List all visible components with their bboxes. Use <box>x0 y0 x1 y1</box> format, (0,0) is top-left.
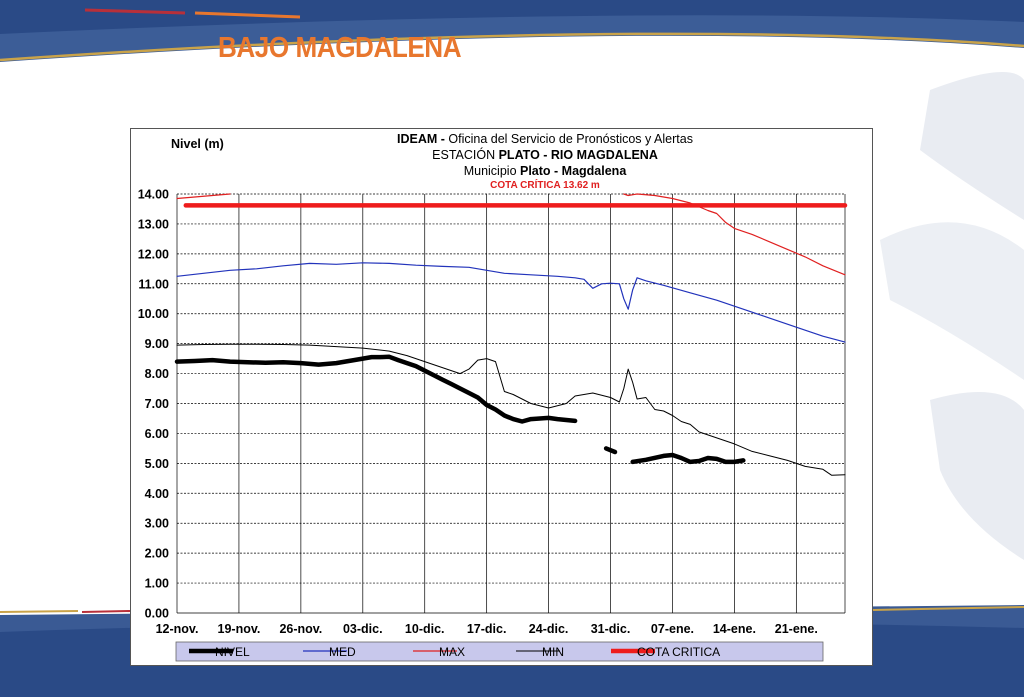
legend-item: MIN <box>516 645 564 659</box>
y-tick-label: 12.00 <box>138 247 169 261</box>
series-line <box>630 452 746 465</box>
x-tick-label: 07-ene. <box>651 622 694 636</box>
legend-box <box>175 641 824 662</box>
x-tick-label: 31-dic. <box>591 622 631 636</box>
chart-panel: Nivel (m) IDEAM - Oficina del Servicio d… <box>130 128 873 666</box>
legend: NIVEL MED MAX MIN COTA CRITICA <box>189 645 720 659</box>
chart-header-line2-pre: ESTACIÓN <box>432 147 498 162</box>
y-tick-label: 9.00 <box>145 337 169 351</box>
x-tick-label: 17-dic. <box>467 622 507 636</box>
legend-label: NIVEL <box>215 645 250 659</box>
legend-item: MAX <box>413 645 465 659</box>
plot-area <box>174 193 848 476</box>
legend-item: COTA CRITICA <box>611 645 720 659</box>
x-tick-label: 19-nov. <box>218 622 261 636</box>
chart-header-critical: COTA CRÍTICA 13.62 m <box>490 178 600 191</box>
series-line <box>603 446 618 455</box>
y-tick-label: 14.00 <box>138 188 169 202</box>
y-axis-ticks: 0.00 1.00 2.00 3.00 4.00 5.00 6.00 7.00 8.00 9.00… <box>138 188 169 621</box>
legend-label: MAX <box>439 645 465 659</box>
y-tick-label: 13.00 <box>138 217 169 231</box>
chart-header-line2: ESTACIÓN PLATO - RIO MAGDALENA <box>432 147 658 162</box>
x-tick-label: 24-dic. <box>529 622 569 636</box>
y-tick-label: 10.00 <box>138 307 169 321</box>
series-max <box>176 193 846 276</box>
grid <box>176 193 846 614</box>
x-axis-ticks: 12-nov. 19-nov. 26-nov. 03-dic. 10-dic. 17-di… <box>156 622 818 636</box>
series-line <box>176 262 846 343</box>
chart: Nivel (m) IDEAM - Oficina del Servicio d… <box>138 132 848 662</box>
chart-header-line1-rest: Oficina del Servicio de Pronósticos y Al… <box>448 132 693 146</box>
series-med <box>176 262 846 343</box>
series-line <box>623 193 846 276</box>
chart-header-line3-bold: Plato - Magdalena <box>520 164 627 178</box>
y-tick-label: 4.00 <box>145 487 169 501</box>
y-tick-label: 6.00 <box>145 427 169 441</box>
series-nivel <box>174 354 746 465</box>
chart-header-line2-bold: PLATO - RIO MAGDALENA <box>499 148 658 162</box>
x-tick-label: 03-dic. <box>343 622 383 636</box>
y-tick-label: 11.00 <box>138 277 169 291</box>
ylabel: Nivel (m) <box>171 137 224 151</box>
legend-label: MIN <box>542 645 564 659</box>
legend-label: MED <box>329 645 356 659</box>
chart-header-line1: IDEAM - Oficina del Servicio de Pronósti… <box>397 132 693 146</box>
x-tick-label: 10-dic. <box>405 622 445 636</box>
series-line <box>174 354 578 424</box>
y-tick-label: 7.00 <box>145 397 169 411</box>
y-tick-label: 0.00 <box>145 607 169 621</box>
y-tick-label: 5.00 <box>145 457 169 471</box>
y-tick-label: 1.00 <box>145 577 169 591</box>
x-tick-label: 21-ene. <box>775 622 818 636</box>
chart-header-line3: Municipio Plato - Magdalena <box>464 164 628 178</box>
legend-label: COTA CRITICA <box>637 645 720 659</box>
chart-header-line3-pre: Municipio <box>464 164 520 178</box>
x-tick-label: 26-nov. <box>279 622 322 636</box>
y-tick-label: 3.00 <box>145 517 169 531</box>
x-tick-label: 14-ene. <box>713 622 756 636</box>
series-line <box>176 343 846 476</box>
y-tick-label: 8.00 <box>145 367 169 381</box>
series-line <box>176 193 231 200</box>
slide-title: BAJO MAGDALENA <box>218 32 462 64</box>
x-tick-label: 12-nov. <box>156 622 199 636</box>
y-tick-label: 2.00 <box>145 547 169 561</box>
legend-item: NIVEL <box>189 645 250 659</box>
legend-item: MED <box>303 645 356 659</box>
chart-header-line1-bold: IDEAM - <box>397 132 448 146</box>
series-min <box>176 343 846 476</box>
